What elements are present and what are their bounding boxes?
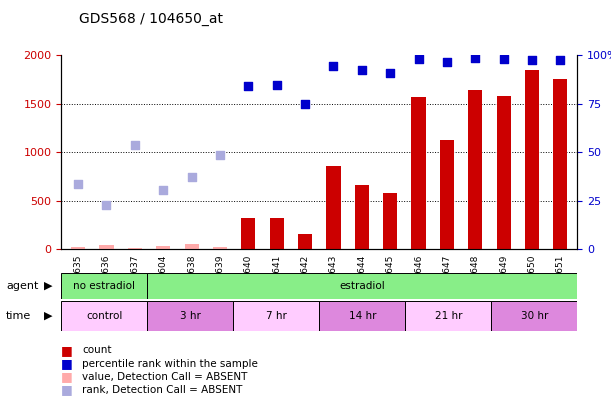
Point: [470, 55, 480, 61]
Point: [442, 59, 452, 65]
Bar: [468, 90, 482, 249]
Point: [386, 70, 395, 76]
Bar: [405, 301, 491, 331]
Bar: [298, 234, 312, 249]
Bar: [213, 247, 227, 249]
Bar: [383, 193, 397, 249]
Bar: [156, 246, 170, 249]
Point: [329, 63, 338, 69]
Text: ▶: ▶: [44, 281, 53, 291]
Text: ■: ■: [61, 370, 73, 383]
Bar: [554, 79, 568, 249]
Point: [499, 56, 508, 62]
Point: [215, 152, 225, 158]
Text: 21 hr: 21 hr: [434, 311, 462, 321]
Bar: [411, 97, 426, 249]
Point: [101, 202, 111, 208]
Bar: [326, 166, 340, 249]
Bar: [147, 273, 577, 299]
Text: value, Detection Call = ABSENT: value, Detection Call = ABSENT: [82, 371, 248, 382]
Text: 30 hr: 30 hr: [521, 311, 548, 321]
Bar: [100, 245, 114, 249]
Bar: [71, 247, 85, 249]
Text: 14 hr: 14 hr: [348, 311, 376, 321]
Text: ▶: ▶: [44, 311, 53, 321]
Point: [357, 67, 367, 74]
Bar: [497, 96, 511, 249]
Text: no estradiol: no estradiol: [73, 281, 135, 291]
Point: [300, 101, 310, 107]
Point: [187, 173, 197, 180]
Bar: [128, 248, 142, 249]
Text: 3 hr: 3 hr: [180, 311, 200, 321]
Text: control: control: [86, 311, 122, 321]
Bar: [241, 219, 255, 249]
Text: rank, Detection Call = ABSENT: rank, Detection Call = ABSENT: [82, 385, 243, 395]
Text: GDS568 / 104650_at: GDS568 / 104650_at: [79, 12, 224, 26]
Text: ■: ■: [61, 357, 73, 370]
Point: [414, 56, 423, 62]
Bar: [355, 185, 369, 249]
Text: count: count: [82, 345, 112, 356]
Bar: [61, 301, 147, 331]
Point: [243, 83, 253, 89]
Bar: [147, 301, 233, 331]
Text: time: time: [6, 311, 31, 321]
Bar: [320, 301, 405, 331]
Point: [130, 141, 140, 148]
Point: [73, 181, 83, 188]
Text: percentile rank within the sample: percentile rank within the sample: [82, 358, 258, 369]
Bar: [185, 244, 199, 249]
Bar: [440, 140, 454, 249]
Bar: [491, 301, 577, 331]
Bar: [233, 301, 319, 331]
Text: ■: ■: [61, 344, 73, 357]
Bar: [61, 273, 147, 299]
Text: estradiol: estradiol: [339, 281, 385, 291]
Point: [272, 82, 282, 88]
Text: 7 hr: 7 hr: [266, 311, 287, 321]
Bar: [525, 70, 539, 249]
Point: [158, 187, 168, 194]
Text: agent: agent: [6, 281, 38, 291]
Text: ■: ■: [61, 383, 73, 396]
Bar: [269, 219, 284, 249]
Point: [555, 57, 565, 63]
Point: [527, 57, 537, 63]
